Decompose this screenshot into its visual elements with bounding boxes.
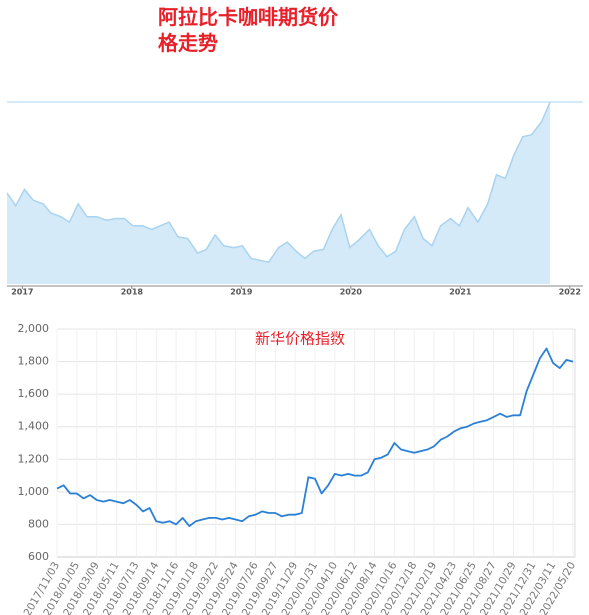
y-tick-label: 1,600 bbox=[18, 387, 50, 400]
y-tick-label: 1,200 bbox=[18, 452, 50, 465]
y-tick-label: 1,800 bbox=[18, 355, 50, 368]
y-tick-label: 2,000 bbox=[18, 322, 50, 335]
chart-title: 新华价格指数 bbox=[255, 330, 345, 348]
x-tick-label: 2020 bbox=[340, 288, 363, 297]
x-tick-label: 2019 bbox=[230, 288, 253, 297]
x-tick-label: 2017 bbox=[11, 288, 33, 297]
y-tick-label: 1,000 bbox=[18, 485, 50, 498]
x-tick-label: 2021 bbox=[449, 288, 472, 297]
y-tick-label: 800 bbox=[28, 517, 49, 530]
line bbox=[6, 101, 551, 264]
line bbox=[56, 347, 574, 527]
area bbox=[7, 102, 551, 284]
x-tick-label: 2018 bbox=[121, 288, 144, 297]
x-tick-label: 2022 bbox=[559, 288, 581, 297]
chart-title: 阿拉比卡咖啡期货价格走势 bbox=[158, 5, 338, 55]
y-tick-label: 600 bbox=[28, 550, 49, 563]
y-tick-label: 1,400 bbox=[18, 420, 50, 433]
